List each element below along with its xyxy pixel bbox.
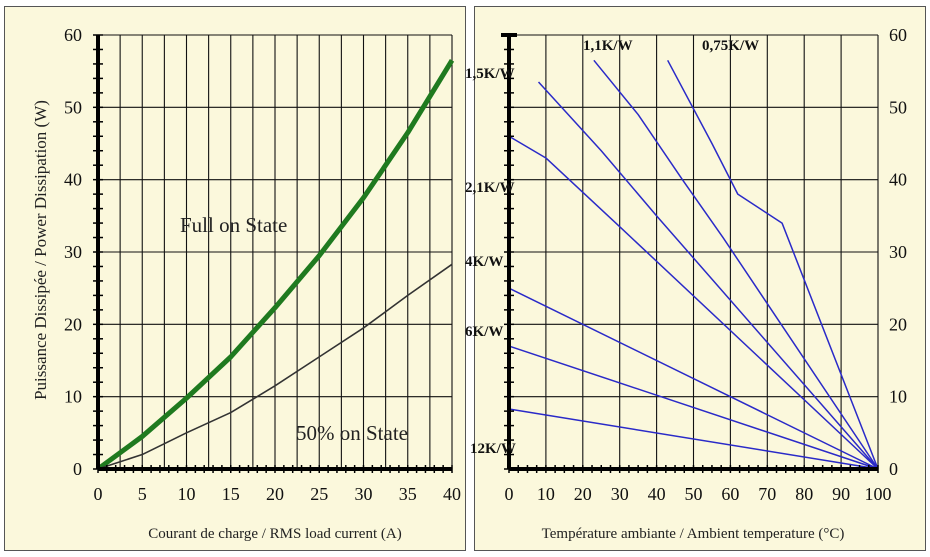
right-y-tick-label: 10 xyxy=(889,387,907,407)
thermal-resistance-line xyxy=(508,287,879,470)
left-x-tick-label: 35 xyxy=(399,484,417,504)
left-x-tick-label: 0 xyxy=(94,484,103,504)
right-x-tick-label: 0 xyxy=(505,484,514,504)
right-x-tick-label: 70 xyxy=(758,484,776,504)
right-y-tick-label: 0 xyxy=(889,459,898,479)
thermal-resistance-line xyxy=(508,345,879,470)
full-on-state-label: Full on State xyxy=(180,213,287,237)
right-axes: 0 10 20 30 40 50 60 70 80 90 100 0 10 20 30 40 50 60 xyxy=(501,25,907,504)
left-x-tick-label: 40 xyxy=(443,484,461,504)
left-grid xyxy=(97,34,453,470)
right-x-tick-label: 90 xyxy=(832,484,850,504)
right-x-tick-label: 50 xyxy=(685,484,703,504)
right-x-tick-label: 30 xyxy=(611,484,629,504)
right-y-tick-label: 60 xyxy=(889,25,907,45)
right-x-tick-label: 20 xyxy=(574,484,592,504)
left-y-tick-label: 50 xyxy=(64,97,82,117)
thermal-resistance-line xyxy=(537,81,879,470)
right-x-axis-title: Température ambiante / Ambient temperatu… xyxy=(542,526,845,542)
left-x-axis-title: Courant de charge / RMS load current (A) xyxy=(148,526,401,542)
label-1-1kw: 1,1K/W xyxy=(583,38,633,54)
left-x-tick-label: 25 xyxy=(310,484,328,504)
thermal-resistance-line xyxy=(508,135,879,470)
left-y-tick-label: 60 xyxy=(64,25,82,45)
label-2-1kw: 2,1K/W xyxy=(465,180,515,196)
half-on-state-curve xyxy=(97,263,453,470)
left-x-tick-label: 5 xyxy=(138,484,147,504)
left-x-tick-label: 10 xyxy=(178,484,196,504)
left-y-tick-label: 30 xyxy=(64,242,82,262)
label-12kw: 12K/W xyxy=(470,441,516,457)
right-x-tick-label: 60 xyxy=(721,484,739,504)
left-chart-panel xyxy=(4,6,466,551)
right-y-tick-label: 30 xyxy=(889,242,907,262)
left-axes: 0 5 10 15 20 25 30 35 40 0 10 20 30 40 50 60 xyxy=(64,25,461,504)
right-x-tick-label: 80 xyxy=(795,484,813,504)
right-series-group xyxy=(508,59,879,470)
label-6kw: 6K/W xyxy=(465,324,503,340)
right-y-tick-label: 50 xyxy=(889,97,907,117)
right-x-tick-label: 100 xyxy=(865,484,892,504)
thermal-resistance-line xyxy=(508,408,879,470)
right-y-tick-label: 40 xyxy=(889,170,907,190)
left-x-tick-label: 15 xyxy=(222,484,240,504)
left-y-axis-title: Puissance Dissipée / Power Dissipation (… xyxy=(31,100,50,400)
left-y-tick-label: 0 xyxy=(73,459,82,479)
label-0-75kw: 0,75K/W xyxy=(702,38,759,54)
left-x-tick-label: 30 xyxy=(355,484,373,504)
thermal-resistance-line xyxy=(667,59,879,470)
left-series-group xyxy=(96,59,455,472)
left-y-tick-label: 40 xyxy=(64,170,82,190)
right-grid xyxy=(509,34,879,469)
right-y-tick-label: 20 xyxy=(889,314,907,334)
left-x-tick-label: 20 xyxy=(266,484,284,504)
left-y-tick-label: 20 xyxy=(64,314,82,334)
left-y-tick-label: 10 xyxy=(64,387,82,407)
right-x-tick-label: 40 xyxy=(648,484,666,504)
full-on-state-curve xyxy=(96,59,455,472)
label-1-5kw: 1,5K/W xyxy=(465,66,515,82)
half-on-state-label: 50% on State xyxy=(296,421,408,445)
thermal-resistance-line xyxy=(593,59,879,470)
right-x-tick-label: 10 xyxy=(537,484,555,504)
label-4kw: 4K/W xyxy=(465,254,503,270)
